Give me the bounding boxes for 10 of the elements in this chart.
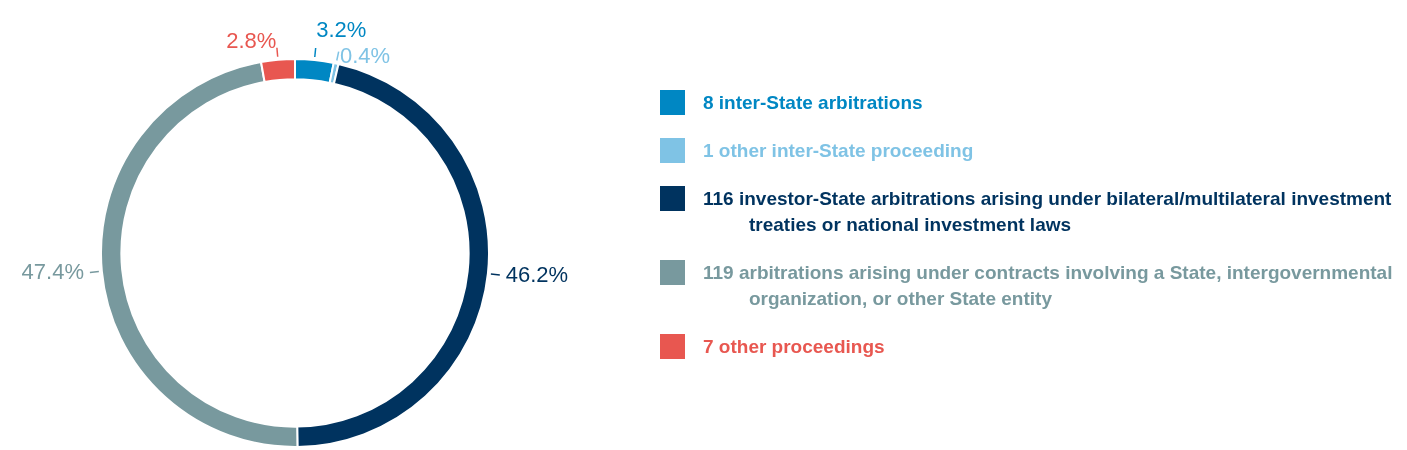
legend-label: 1 other inter-State proceeding	[703, 139, 974, 163]
legend-label: 119 arbitrations arising under contracts involving a State, intergovernmental organization, or other State entity	[703, 261, 1394, 311]
legend-label: 8 inter-State arbitrations	[703, 91, 923, 115]
data-label: 3.2%	[316, 17, 367, 43]
data-label: 46.2%	[505, 261, 569, 287]
data-label: 0.4%	[339, 43, 391, 69]
data-label: 47.4%	[21, 259, 84, 285]
legend-label: 116 investor-State arbitrations arising under bilateral/multilateral investment treaties or national investment laws	[703, 187, 1393, 237]
legend-label: 7 other proceedings	[703, 335, 885, 359]
data-label: 2.8%	[226, 27, 277, 53]
